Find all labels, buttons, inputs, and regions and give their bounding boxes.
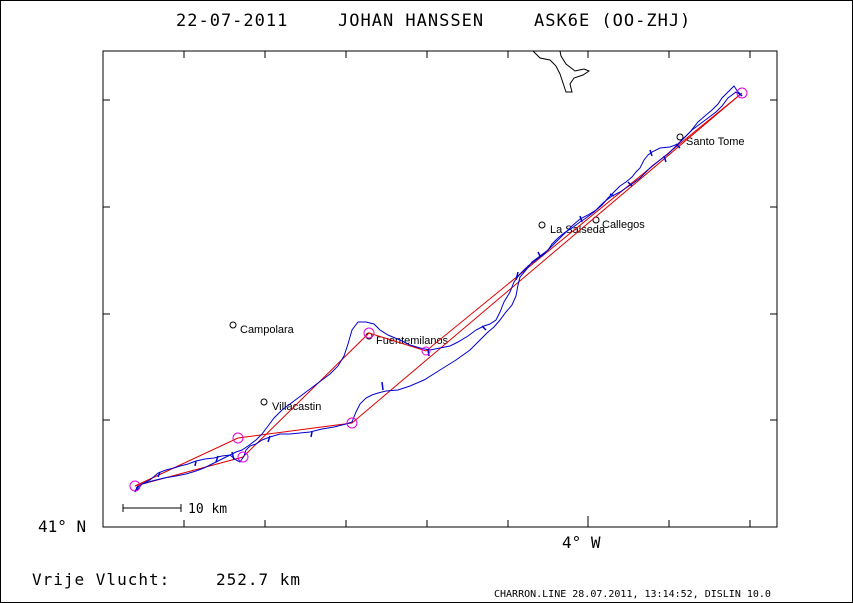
map-area	[102, 50, 778, 528]
place-label-la-salseda: La Salseda	[550, 224, 606, 236]
place-markers	[229, 133, 684, 406]
scale-bar	[122, 504, 182, 512]
lon-axis-label: 4° W	[562, 533, 601, 552]
place-label-campolara: Campolara	[240, 324, 295, 336]
scale-bar-label: 10 km	[188, 502, 227, 517]
y-ticks	[103, 99, 777, 421]
place-marker-santo-tome	[676, 133, 684, 141]
title-pilot: JOHAN HANSSEN	[338, 11, 484, 31]
turnpoint-start	[129, 480, 141, 492]
place-label-santo-tome: Santo Tome	[686, 136, 745, 148]
place-marker-la-salseda	[538, 221, 546, 229]
turnpoint-6	[736, 87, 748, 99]
title-glider: ASK6E (OO-ZHJ)	[534, 11, 691, 31]
turnpoint-5	[421, 346, 431, 356]
place-marker-campolara	[229, 321, 237, 329]
turnpoint-1	[237, 451, 249, 463]
turnpoint-4	[363, 327, 375, 339]
place-label-villacastin: Villacastin	[272, 401, 321, 413]
distance-label: Vrije Vlucht:	[32, 570, 170, 589]
turnpoints	[129, 87, 748, 492]
place-marker-villacastin	[260, 398, 268, 406]
border-line	[532, 50, 591, 93]
title-date: 22-07-2011	[176, 11, 288, 31]
thermal-marks	[134, 91, 743, 493]
flight-track-return	[136, 85, 743, 491]
turnpoint-2	[232, 432, 244, 444]
flight-track-outbound	[135, 91, 743, 489]
program-info: CHARRON.LINE 28.07.2011, 13:14:52, DISLI…	[494, 589, 771, 600]
turnpoint-3	[346, 417, 358, 429]
task-leg-line-2	[134, 92, 743, 487]
lat-axis-label: 41° N	[38, 517, 86, 536]
x-ticks	[102, 51, 751, 527]
place-label-callegos: Callegos	[602, 219, 645, 231]
distance-value: 252.7 km	[216, 570, 301, 589]
